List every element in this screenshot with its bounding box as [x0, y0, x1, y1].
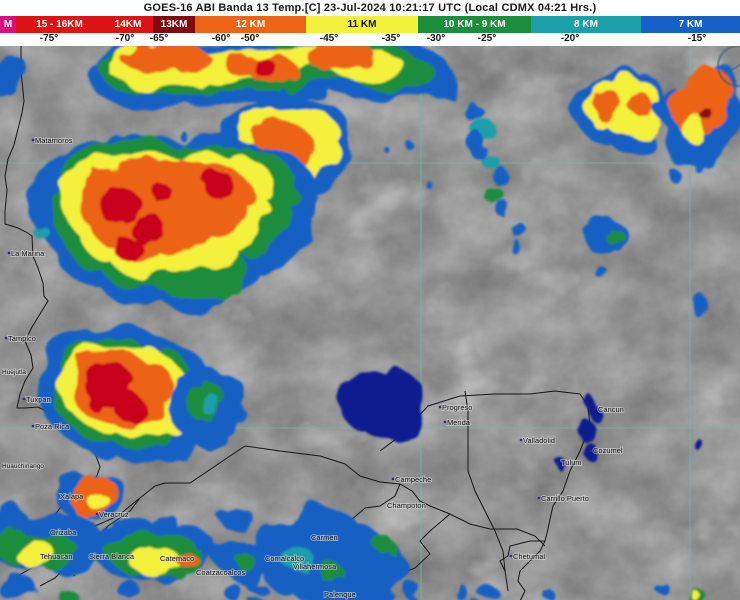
svg-text:Tampico: Tampico — [8, 334, 36, 343]
svg-text:Matamoros: Matamoros — [35, 136, 73, 145]
svg-text:Chetumal: Chetumal — [513, 552, 545, 561]
svg-text:Champoton: Champoton — [387, 501, 426, 510]
svg-text:Huauchinango: Huauchinango — [2, 463, 44, 470]
svg-text:Orizaba: Orizaba — [50, 528, 77, 537]
svg-text:Cozumel: Cozumel — [593, 446, 623, 455]
svg-text:Valladolid: Valladolid — [523, 436, 555, 445]
svg-text:Cancun: Cancun — [598, 405, 624, 414]
svg-text:Poza Rica: Poza Rica — [35, 422, 70, 431]
svg-text:La Marina: La Marina — [11, 249, 45, 258]
svg-text:Progreso: Progreso — [442, 403, 472, 412]
svg-text:Carmen: Carmen — [311, 533, 338, 542]
svg-text:Tulum: Tulum — [561, 458, 582, 467]
svg-text:Catemaco: Catemaco — [160, 554, 194, 563]
svg-text:Carrillo Puerto: Carrillo Puerto — [541, 494, 589, 503]
svg-text:Sierra Blanca: Sierra Blanca — [89, 552, 135, 561]
svg-text:Huejutla: Huejutla — [2, 369, 26, 376]
svg-text:Veracruz: Veracruz — [99, 510, 129, 519]
svg-text:Merida: Merida — [447, 418, 471, 427]
svg-text:Xalapa: Xalapa — [60, 492, 84, 501]
svg-text:Tuxpan: Tuxpan — [26, 395, 51, 404]
svg-text:Palenque: Palenque — [324, 590, 356, 599]
svg-text:Tehuacan: Tehuacan — [40, 552, 73, 561]
svg-text:Villahermosa: Villahermosa — [293, 562, 337, 571]
svg-text:Coatzacoalcos: Coatzacoalcos — [196, 568, 245, 577]
svg-text:Campeche: Campeche — [395, 475, 431, 484]
